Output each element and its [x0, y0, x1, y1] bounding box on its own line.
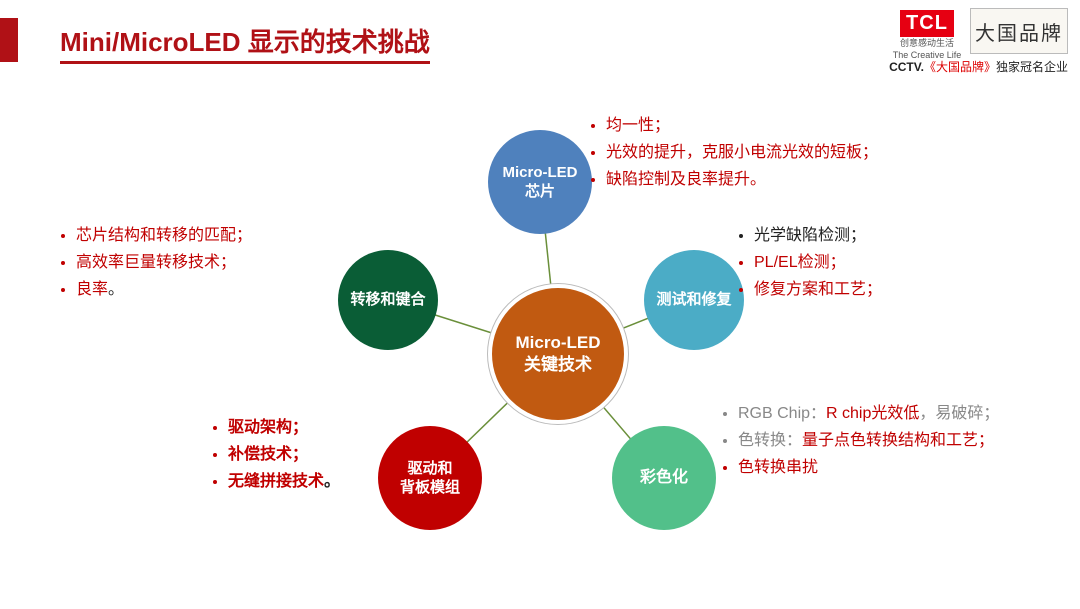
bullets-chip: 均一性；光效的提升，克服小电流光效的短板；缺陷控制及良率提升。 [588, 112, 878, 194]
node-label-1: 测试和修复 [656, 290, 731, 310]
node-chip: Micro-LED芯片 [488, 130, 592, 234]
page-title: Mini/MicroLED 显示的技术挑战 [60, 22, 430, 64]
bullet-item: 无缝拼接技术。 [228, 468, 340, 495]
bullets-drive: 驱动架构；补偿技术；无缝拼接技术。 [210, 414, 340, 496]
bullet-item: 缺陷控制及良率提升。 [606, 166, 878, 193]
tcl-logo-text: TCL [900, 10, 954, 37]
node-label-1: Micro-LED [503, 163, 578, 183]
bullet-item: 色转换：量子点色转换结构和工艺； [738, 427, 999, 454]
tcl-logo: TCL 创意感动生活 The Creative Life [892, 10, 962, 61]
cctv-suffix: 独家冠名企业 [996, 60, 1068, 74]
bullet-item: 芯片结构和转移的匹配； [76, 222, 252, 249]
bullet-item: 良率。 [76, 276, 252, 303]
bullets-color: RGB Chip：R chip光效低，易破碎；色转换：量子点色转换结构和工艺；色… [720, 400, 999, 482]
accent-bar [0, 18, 18, 62]
cctv-prefix: CCTV. [889, 60, 924, 74]
cctv-line: CCTV.《大国品牌》独家冠名企业 [889, 58, 1068, 75]
node-center: Micro-LED关键技术 [488, 284, 628, 424]
node-label-1: 彩色化 [640, 468, 688, 489]
bullet-item: 色转换串扰 [738, 454, 999, 481]
bullets-test: 光学缺陷检测；PL/EL检测；修复方案和工艺； [736, 222, 882, 304]
node-label-1: 驱动和 [400, 459, 460, 479]
bullet-item: 驱动架构； [228, 414, 340, 441]
brand-logo: 大国品牌 [970, 8, 1068, 54]
bullet-item: 光学缺陷检测； [754, 222, 882, 249]
node-label-1: 转移和键合 [350, 290, 425, 310]
node-label-1: Micro-LED [516, 332, 601, 354]
bullet-item: PL/EL检测； [754, 249, 882, 276]
node-label-2: 背板模组 [400, 478, 460, 498]
node-color: 彩色化 [612, 426, 716, 530]
node-drive: 驱动和背板模组 [378, 426, 482, 530]
bullet-item: 补偿技术； [228, 441, 340, 468]
bullet-item: 修复方案和工艺； [754, 276, 882, 303]
tcl-sub1: 创意感动生活 [892, 39, 962, 49]
bullets-transfer: 芯片结构和转移的匹配；高效率巨量转移技术；良率。 [58, 222, 252, 304]
bullet-item: RGB Chip：R chip光效低，易破碎； [738, 400, 999, 427]
node-label-2: 关键技术 [516, 354, 601, 376]
bullet-item: 光效的提升，克服小电流光效的短板； [606, 139, 878, 166]
node-transfer: 转移和键合 [338, 250, 438, 350]
node-test: 测试和修复 [644, 250, 744, 350]
cctv-red: 《大国品牌》 [924, 60, 996, 74]
bullet-item: 均一性； [606, 112, 878, 139]
node-label-2: 芯片 [503, 182, 578, 202]
bullet-item: 高效率巨量转移技术； [76, 249, 252, 276]
